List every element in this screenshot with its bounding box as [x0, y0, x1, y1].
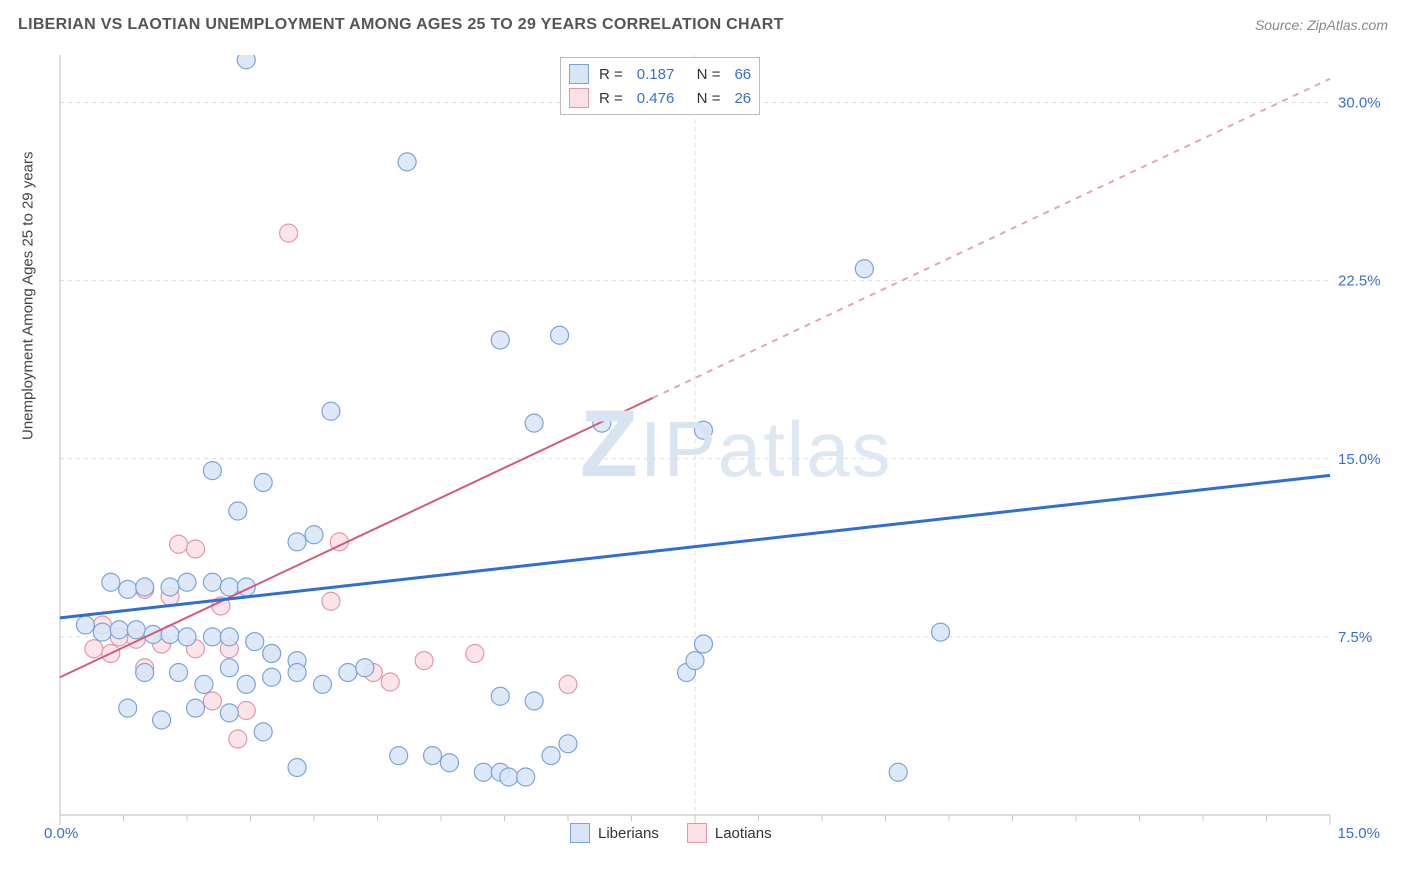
svg-text:22.5%: 22.5%	[1338, 273, 1381, 290]
liberians-label: Liberians	[598, 825, 659, 842]
x-axis-min-label: 0.0%	[44, 825, 78, 842]
liberians-swatch	[569, 64, 589, 84]
x-axis-max-label: 15.0%	[1337, 825, 1380, 842]
laotians-n-value: 26	[734, 90, 751, 107]
legend-item-liberians: Liberians	[570, 823, 659, 843]
svg-text:15.0%: 15.0%	[1338, 451, 1381, 468]
scatter-chart: 7.5% 15.0% 22.5% 30.0%	[50, 55, 1390, 845]
series-legend: Liberians Laotians	[570, 823, 772, 843]
chart-area: 7.5%15.0%22.5%30.0% ZIPatlas R = 0.187 N…	[50, 55, 1390, 845]
legend-item-laotians: Laotians	[687, 823, 772, 843]
source-label: Source: ZipAtlas.com	[1255, 17, 1388, 33]
laotians-label: Laotians	[715, 825, 772, 842]
liberians-swatch-icon	[570, 823, 590, 843]
laotians-r-value: 0.476	[637, 90, 675, 107]
stats-row-laotians: R = 0.476 N = 26	[569, 86, 751, 110]
svg-text:7.5%: 7.5%	[1338, 629, 1372, 646]
y-axis-label: Unemployment Among Ages 25 to 29 years	[20, 151, 37, 440]
stats-row-liberians: R = 0.187 N = 66	[569, 62, 751, 86]
svg-text:30.0%: 30.0%	[1338, 95, 1381, 112]
stats-legend: R = 0.187 N = 66 R = 0.476 N = 26	[560, 57, 760, 115]
laotians-swatch	[569, 88, 589, 108]
liberians-r-value: 0.187	[637, 66, 675, 83]
liberians-n-value: 66	[734, 66, 751, 83]
chart-title: LIBERIAN VS LAOTIAN UNEMPLOYMENT AMONG A…	[18, 16, 784, 34]
laotians-swatch-icon	[687, 823, 707, 843]
